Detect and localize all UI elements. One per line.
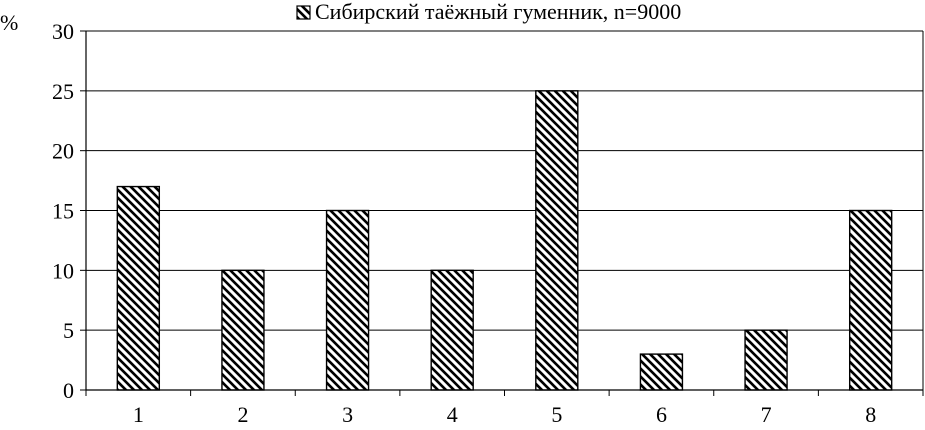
bar-1 bbox=[116, 185, 161, 391]
legend-swatch bbox=[296, 5, 311, 20]
x-tick-label: 6 bbox=[656, 402, 667, 427]
grid-lines bbox=[86, 30, 924, 390]
x-tick-label: 7 bbox=[761, 402, 772, 427]
legend-label: Сибирский таёжный гуменник, n=9000 bbox=[315, 0, 681, 24]
legend: Сибирский таёжный гуменник, n=9000 bbox=[296, 0, 681, 24]
y-tick-label: 15 bbox=[52, 199, 74, 224]
y-tick-label: 10 bbox=[52, 258, 74, 283]
y-axis-label: % bbox=[0, 10, 18, 35]
axes bbox=[80, 30, 924, 396]
y-tick-labels: 0 5 10 15 20 25 30 bbox=[52, 19, 74, 403]
y-tick-label: 5 bbox=[63, 318, 74, 343]
x-tick-label: 4 bbox=[447, 402, 458, 427]
x-tick-label: 5 bbox=[551, 402, 562, 427]
bars bbox=[116, 90, 893, 391]
bar-5 bbox=[535, 90, 579, 391]
x-tick-label: 2 bbox=[237, 402, 248, 427]
x-tick-label: 3 bbox=[342, 402, 353, 427]
x-tick-label: 1 bbox=[133, 402, 144, 427]
y-tick-label: 20 bbox=[52, 139, 74, 164]
x-tick-label: 8 bbox=[865, 402, 876, 427]
bar-8 bbox=[848, 209, 893, 391]
y-tick-label: 25 bbox=[52, 79, 74, 104]
bar-3 bbox=[325, 209, 370, 391]
bar-7 bbox=[744, 329, 788, 391]
y-tick-label: 30 bbox=[52, 19, 74, 44]
bar-2 bbox=[221, 269, 265, 391]
bar-6 bbox=[639, 353, 684, 391]
y-tick-label: 0 bbox=[63, 378, 74, 403]
x-tick-labels: 1 2 3 4 5 6 7 8 bbox=[133, 402, 876, 427]
bar-4 bbox=[430, 269, 474, 391]
